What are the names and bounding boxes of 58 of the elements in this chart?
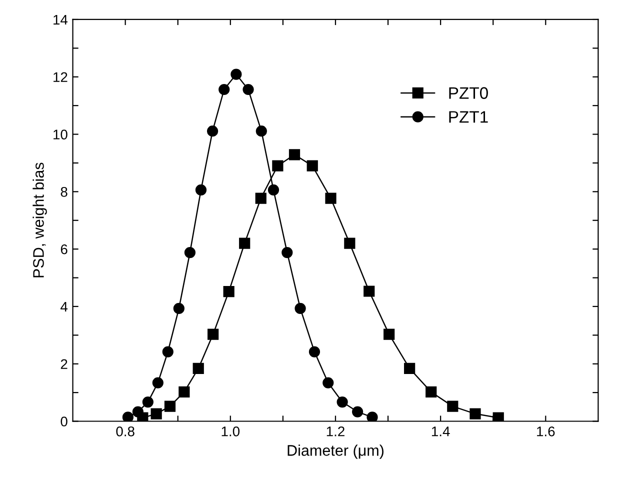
point — [122, 412, 134, 422]
point — [492, 412, 504, 422]
point — [173, 302, 184, 314]
point — [223, 286, 234, 298]
y-tick-label: 14 — [54, 14, 68, 25]
point — [268, 184, 280, 196]
point — [352, 406, 364, 418]
point — [306, 160, 318, 172]
point — [208, 328, 219, 340]
point — [272, 160, 284, 172]
point — [195, 184, 207, 196]
point — [206, 126, 218, 137]
point — [184, 246, 196, 258]
y-axis-title: PSD, weight bias — [32, 162, 47, 278]
point — [239, 238, 250, 249]
point — [255, 192, 266, 204]
y-tick-label: 0 — [60, 416, 68, 426]
point — [322, 377, 334, 388]
x-tick-label: 1.2 — [326, 426, 344, 436]
point — [242, 84, 254, 96]
point — [132, 406, 144, 418]
point — [364, 286, 375, 297]
legend-label: PZT0 — [449, 87, 488, 99]
y-tick-label: 4 — [60, 302, 68, 312]
point — [447, 400, 458, 412]
point — [282, 246, 293, 258]
point — [325, 192, 336, 204]
point — [308, 346, 320, 358]
point — [142, 396, 154, 408]
point — [344, 238, 356, 249]
point — [288, 149, 300, 160]
point — [470, 408, 481, 420]
point — [404, 362, 416, 374]
point — [192, 362, 204, 374]
y-tick-label: 10 — [54, 130, 68, 140]
point — [164, 400, 176, 412]
y-tick-label: 6 — [60, 244, 68, 254]
point — [366, 412, 378, 422]
x-tick-label: 0.8 — [116, 426, 134, 436]
y-tick-label: 12 — [54, 72, 68, 82]
x-tick-label: 1.0 — [222, 426, 240, 436]
point — [150, 408, 162, 420]
point — [294, 302, 306, 314]
y-tick-label: 8 — [60, 187, 68, 197]
point — [162, 346, 174, 358]
point — [256, 126, 267, 137]
legend-label: PZT1 — [449, 111, 488, 123]
point — [178, 386, 190, 398]
point — [230, 68, 242, 80]
y-tick-label: 2 — [60, 359, 68, 369]
point — [152, 377, 164, 388]
point — [336, 396, 348, 408]
point — [384, 328, 395, 340]
point — [426, 386, 437, 398]
point — [218, 84, 230, 96]
x-tick-label: 1.6 — [537, 426, 555, 436]
x-tick-label: 1.4 — [432, 426, 450, 436]
x-axis-title: Diameter (μm) — [288, 444, 384, 459]
